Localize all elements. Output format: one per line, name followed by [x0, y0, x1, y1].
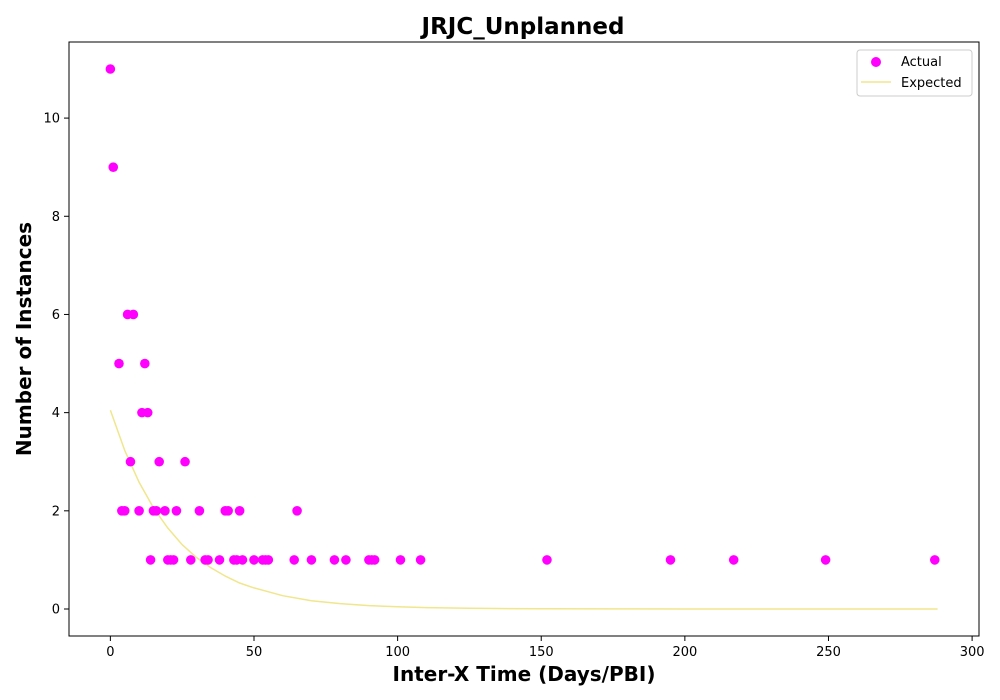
plot-area [69, 42, 979, 636]
actual-point [168, 555, 179, 565]
actual-point [214, 555, 225, 565]
actual-point [119, 506, 130, 516]
actual-point [194, 506, 205, 516]
actual-point [145, 555, 156, 565]
actual-point [728, 555, 739, 565]
actual-point [263, 555, 274, 565]
legend-frame [856, 49, 973, 97]
y-axis: 0 2 4 6 8 10 [43, 112, 69, 618]
y-tick-label: 10 [43, 112, 60, 127]
actual-point [237, 555, 248, 565]
actual-point [292, 506, 302, 516]
x-axis: 0 50 100 150 200 250 300 [106, 636, 985, 660]
actual-series [105, 64, 940, 565]
actual-point [140, 358, 150, 369]
y-tick-label: 8 [52, 210, 60, 225]
actual-point [142, 407, 153, 418]
legend-label-actual: Actual [901, 55, 942, 70]
actual-point [160, 506, 170, 516]
plot-frame [68, 41, 980, 637]
actual-point [395, 555, 406, 565]
legend-marker-actual [871, 57, 881, 67]
actual-point [185, 555, 196, 565]
actual-point [820, 555, 831, 565]
actual-point [223, 506, 233, 516]
actual-point [105, 64, 116, 74]
actual-point [249, 555, 259, 565]
x-tick-label: 300 [960, 645, 985, 660]
chart-title: JRJC_Unplanned [420, 14, 625, 40]
actual-point [128, 309, 139, 320]
legend: Actual Expected [856, 49, 973, 97]
x-tick-label: 100 [385, 645, 410, 660]
actual-point [415, 555, 426, 565]
actual-point [171, 506, 182, 516]
actual-point [234, 506, 245, 516]
actual-point [125, 456, 136, 467]
x-tick-label: 150 [529, 645, 554, 660]
actual-point [306, 555, 317, 565]
actual-point [341, 555, 351, 565]
actual-point [329, 555, 340, 565]
actual-point [114, 358, 124, 369]
x-tick-label: 250 [816, 645, 841, 660]
actual-point [929, 555, 940, 565]
y-tick-label: 0 [52, 603, 60, 618]
actual-point [151, 506, 162, 516]
actual-point [154, 456, 164, 467]
expected-line [109, 409, 938, 610]
actual-point [108, 162, 119, 172]
y-tick-label: 4 [52, 406, 60, 421]
actual-point [134, 506, 144, 516]
actual-point [180, 456, 190, 467]
expected-series [109, 409, 938, 610]
x-axis-label: Inter-X Time (Days/PBI) [393, 662, 656, 686]
y-tick-label: 6 [52, 308, 60, 323]
legend-label-expected: Expected [901, 76, 962, 91]
actual-point [289, 555, 300, 565]
y-axis-label: Number of Instances [12, 222, 36, 456]
actual-point [542, 555, 552, 565]
y-tick-label: 2 [52, 504, 60, 519]
actual-point [203, 555, 213, 565]
x-tick-label: 0 [106, 645, 114, 660]
x-tick-label: 50 [246, 645, 263, 660]
x-tick-label: 200 [672, 645, 697, 660]
actual-point [369, 555, 380, 565]
actual-point [665, 555, 676, 565]
